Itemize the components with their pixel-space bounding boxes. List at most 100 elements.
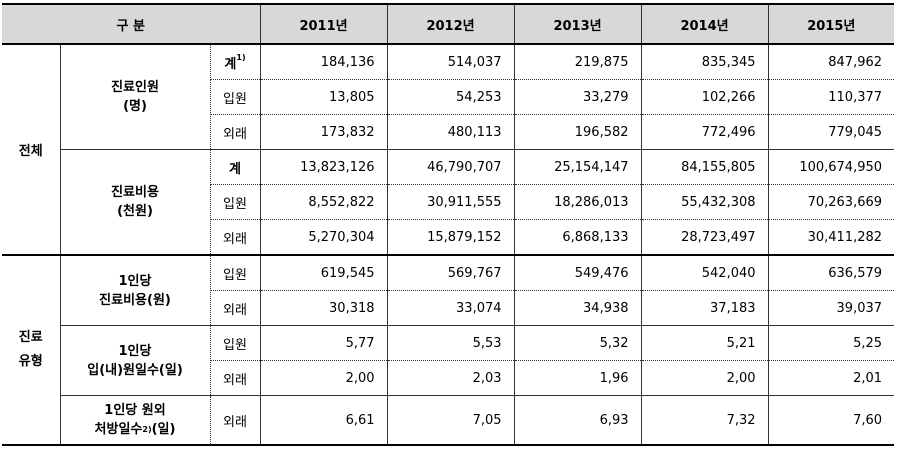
- cell-value: 30,911,555: [386, 184, 515, 220]
- cell-value: 8,552,822: [259, 184, 388, 220]
- cell-value: 5,53: [386, 325, 515, 361]
- row-subtype: 입원: [210, 79, 261, 115]
- table-row: 입원 13,805 54,253 33,279 102,266 110,377: [2, 79, 895, 115]
- header-year: 2012년: [386, 3, 515, 45]
- category-label-line: 진료인원: [111, 80, 159, 95]
- cell-value: 30,411,282: [767, 219, 895, 256]
- cell-value: 54,253: [386, 79, 515, 115]
- cell-value: 549,476: [513, 255, 642, 291]
- table-row: 외래 30,318 33,074 34,938 37,183 39,037: [2, 290, 895, 326]
- cell-value: 480,113: [386, 114, 515, 150]
- group-label-line: 진료: [18, 330, 43, 345]
- cell-value: 835,345: [640, 44, 769, 80]
- category-label-text: 처방일수: [94, 422, 143, 437]
- group-total-label: 전체: [2, 44, 61, 256]
- cell-value: 514,037: [386, 44, 515, 80]
- cell-value: 37,183: [640, 290, 769, 326]
- table-row: 외래 173,832 480,113 196,582 772,496 779,0…: [2, 114, 895, 150]
- cell-value: 6,61: [259, 395, 388, 446]
- cell-value: 542,040: [640, 255, 769, 291]
- cell-value: 619,545: [259, 255, 388, 291]
- footnote-mark: 1): [236, 52, 246, 62]
- category-label-line: (명): [123, 99, 147, 114]
- category-per-rx-label: 1인당 원외 처방일수2)(일): [60, 395, 211, 446]
- cell-value: 6,93: [513, 395, 642, 446]
- cell-value: 39,037: [767, 290, 895, 326]
- cell-value: 100,674,950: [767, 149, 895, 185]
- cell-value: 847,962: [767, 44, 895, 80]
- cell-value: 7,05: [386, 395, 515, 446]
- row-subtype: 외래: [210, 219, 261, 256]
- cell-value: 30,318: [259, 290, 388, 326]
- cell-value: 184,136: [259, 44, 388, 80]
- category-label-line: 처방일수2)(일): [61, 420, 210, 439]
- cell-value: 33,074: [386, 290, 515, 326]
- row-subtype: 입원: [210, 184, 261, 220]
- cell-value: 5,77: [259, 325, 388, 361]
- cell-value: 1,96: [513, 360, 642, 396]
- cell-value: 569,767: [386, 255, 515, 291]
- cell-value: 33,279: [513, 79, 642, 115]
- category-cost-label: 진료비용 (천원): [60, 149, 211, 256]
- header-division: 구 분: [2, 3, 261, 45]
- cell-value: 6,868,133: [513, 219, 642, 256]
- category-label-line: 1인당: [118, 273, 152, 289]
- cell-value: 5,32: [513, 325, 642, 361]
- cell-value: 18,286,013: [513, 184, 642, 220]
- category-label-line: 1인당 원외: [104, 403, 166, 418]
- header-year: 2014년: [640, 3, 769, 45]
- cell-value: 5,270,304: [259, 219, 388, 256]
- cell-value: 55,432,308: [640, 184, 769, 220]
- cell-value: 102,266: [640, 79, 769, 115]
- category-label-line: (천원): [117, 204, 153, 219]
- cell-value: 5,21: [640, 325, 769, 361]
- cell-value: 34,938: [513, 290, 642, 326]
- cell-value: 13,823,126: [259, 149, 388, 185]
- cell-value: 70,263,669: [767, 184, 895, 220]
- header-year: 2013년: [513, 3, 642, 45]
- table-row: 외래 2,00 2,03 1,96 2,00 2,01: [2, 360, 895, 396]
- row-subtype: 계: [210, 149, 261, 185]
- cell-value: 2,00: [640, 360, 769, 396]
- header-year: 2011년: [259, 3, 388, 45]
- statistics-table: 구 분 2011년 2012년 2013년 2014년 2015년 전체 진료인…: [2, 3, 895, 446]
- footnote-mark: 2): [142, 425, 152, 434]
- cell-value: 2,03: [386, 360, 515, 396]
- table-row: 전체 진료인원 (명) 계1) 184,136 514,037 219,875 …: [2, 44, 895, 256]
- category-label-line: 진료비용: [111, 185, 159, 200]
- category-label-line: 1인당: [118, 343, 152, 359]
- table-row: 1인당 입(내)원일수(일) 입원 5,77 5,53 5,32 5,21 5,…: [2, 325, 895, 396]
- row-subtype: 외래: [210, 114, 261, 150]
- cell-value: 772,496: [640, 114, 769, 150]
- row-subtype-label: 계: [224, 56, 237, 72]
- cell-value: 7,60: [767, 395, 895, 446]
- cell-value: 5,25: [767, 325, 895, 361]
- header-year: 2015년: [767, 3, 895, 45]
- cell-value: 7,32: [640, 395, 769, 446]
- cell-value: 173,832: [259, 114, 388, 150]
- cell-value: 28,723,497: [640, 219, 769, 256]
- cell-value: 13,805: [259, 79, 388, 115]
- cell-value: 84,155,805: [640, 149, 769, 185]
- table-row: 1인당 원외 처방일수2)(일) 외래 6,61 7,05 6,93 7,32 …: [2, 395, 895, 446]
- table-row: 진료비용 (천원) 계 13,823,126 46,790,707 25,154…: [2, 149, 895, 256]
- cell-value: 219,875: [513, 44, 642, 80]
- cell-value: 46,790,707: [386, 149, 515, 185]
- table-row: 입원 8,552,822 30,911,555 18,286,013 55,43…: [2, 184, 895, 220]
- table-row: 외래 5,270,304 15,879,152 6,868,133 28,723…: [2, 219, 895, 256]
- cell-value: 196,582: [513, 114, 642, 150]
- header-row: 구 분 2011년 2012년 2013년 2014년 2015년: [2, 3, 895, 45]
- row-subtype: 외래: [210, 290, 261, 326]
- cell-value: 636,579: [767, 255, 895, 291]
- row-subtype: 외래: [210, 360, 261, 396]
- category-label-line: 입(내)원일수(일): [87, 362, 183, 378]
- cell-value: 110,377: [767, 79, 895, 115]
- cell-value: 2,00: [259, 360, 388, 396]
- row-subtype: 입원: [210, 325, 261, 361]
- row-subtype: 계1): [210, 44, 261, 80]
- cell-value: 2,01: [767, 360, 895, 396]
- row-subtype: 입원: [210, 255, 261, 291]
- group-type-label: 진료 유형: [2, 255, 61, 446]
- category-per-cost-label: 1인당 진료비용(원): [60, 255, 211, 326]
- table-row: 진료 유형 1인당 진료비용(원) 입원 619,545 569,767 549…: [2, 255, 895, 446]
